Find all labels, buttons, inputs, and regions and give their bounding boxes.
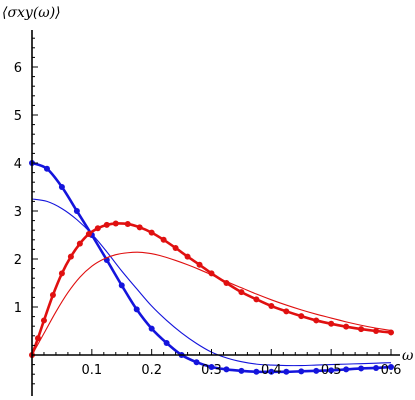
data-point xyxy=(328,367,335,374)
data-point xyxy=(343,323,350,330)
data-point xyxy=(223,366,230,373)
data-point xyxy=(148,325,155,332)
series-layer xyxy=(29,160,395,375)
data-point xyxy=(43,165,50,172)
x-axis-title: ω xyxy=(402,348,414,364)
data-point xyxy=(73,208,80,214)
data-point xyxy=(298,368,305,375)
data-point xyxy=(373,364,380,371)
x-tick-label: 0.1 xyxy=(81,363,102,378)
data-point xyxy=(328,320,335,327)
y-tick-label: 2 xyxy=(14,253,22,268)
y-tick-label: 4 xyxy=(14,157,22,172)
data-point xyxy=(40,317,47,324)
x-tick-label: 0.4 xyxy=(261,363,282,378)
data-point xyxy=(85,231,92,238)
data-point xyxy=(58,270,65,277)
data-point xyxy=(112,220,119,227)
data-point xyxy=(94,225,101,232)
x-tick-label: 0.3 xyxy=(201,363,222,378)
data-point xyxy=(208,270,215,277)
y-tick-label: 1 xyxy=(14,301,22,316)
data-point xyxy=(358,365,365,372)
x-tick-label: 0.6 xyxy=(381,363,402,378)
data-point xyxy=(388,364,395,370)
y-tick-label: 5 xyxy=(14,109,22,124)
data-point xyxy=(34,335,41,342)
data-point xyxy=(160,236,167,243)
data-point xyxy=(343,366,350,373)
data-point xyxy=(268,303,275,310)
series-line-0 xyxy=(31,161,392,374)
x-tick-label: 0.5 xyxy=(321,363,342,378)
data-point xyxy=(136,224,143,231)
y-tick-label: 3 xyxy=(14,205,22,220)
data-point xyxy=(298,313,305,320)
data-point xyxy=(103,221,110,228)
x-tick-label: 0.2 xyxy=(141,363,162,378)
data-point xyxy=(133,306,140,313)
data-point xyxy=(358,326,365,333)
data-point xyxy=(67,253,74,260)
data-point xyxy=(124,220,131,227)
data-point xyxy=(58,184,65,190)
data-point xyxy=(148,229,155,236)
data-point xyxy=(313,367,320,374)
data-point xyxy=(184,253,191,260)
data-point xyxy=(76,240,83,247)
data-point xyxy=(193,359,200,366)
data-point xyxy=(238,289,245,296)
axes-layer xyxy=(31,30,400,396)
data-point xyxy=(253,296,260,303)
data-point xyxy=(283,368,290,375)
series-line-3 xyxy=(31,251,392,356)
series-line-2 xyxy=(30,222,392,356)
data-point xyxy=(196,261,203,268)
data-point xyxy=(163,340,170,346)
data-point xyxy=(388,329,395,336)
data-point xyxy=(49,292,56,298)
data-point xyxy=(238,367,245,374)
data-point xyxy=(283,308,290,315)
data-point xyxy=(373,328,380,334)
y-axis-title: ⟨σxy(ω)⟩ xyxy=(2,5,61,21)
data-point xyxy=(118,282,125,289)
ticks-layer: 1 2 3 4 5 6 0.1 0.2 0.3 0.4 0.5 0.6 xyxy=(14,37,402,385)
y-tick-label: 6 xyxy=(14,61,22,76)
data-point xyxy=(313,317,320,324)
data-point xyxy=(253,368,260,375)
data-point xyxy=(208,364,215,370)
data-point xyxy=(268,368,275,375)
data-point xyxy=(172,244,179,251)
